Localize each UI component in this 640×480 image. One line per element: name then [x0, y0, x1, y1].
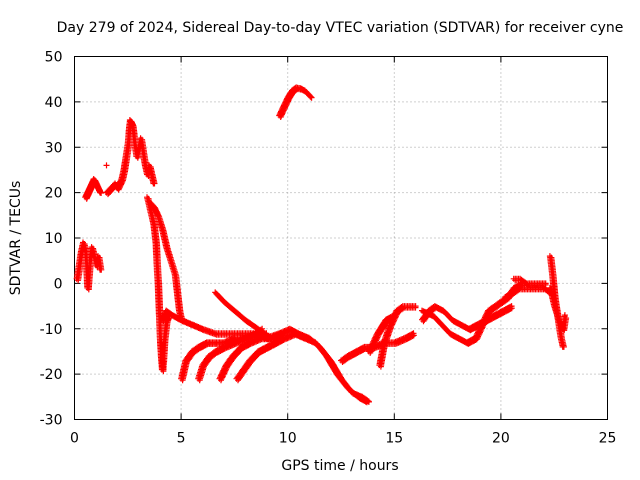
data-series-track-5 — [144, 194, 173, 375]
y-tick-label: -20 — [40, 367, 63, 383]
data-series-track-18 — [419, 280, 526, 347]
chart-title: Day 279 of 2024, Sidereal Day-to-day VTE… — [57, 20, 624, 36]
x-axis-label: GPS time / hours — [281, 458, 398, 474]
y-tick-label: 50 — [45, 50, 63, 66]
y-tick-label: -30 — [40, 413, 63, 429]
x-tick-label: 20 — [492, 431, 510, 447]
data-series-track-22 — [546, 284, 570, 334]
x-tick-label: 10 — [279, 431, 297, 447]
y-tick-label: 10 — [45, 231, 63, 247]
y-tick-label: 20 — [45, 186, 63, 202]
data-marks — [73, 84, 570, 406]
y-tick-label: 0 — [54, 276, 63, 292]
data-series-track-20 — [510, 275, 549, 288]
axis-ticks: 0 5 10 15 20 25 -30 -20 -10 0 10 20 30 40 50 — [40, 50, 617, 447]
y-tick-label: -10 — [40, 322, 63, 338]
y-tick-label: 30 — [45, 140, 63, 156]
data-series-track-13 — [276, 84, 315, 120]
x-tick-label: 15 — [385, 431, 403, 447]
y-axis-label: SDTVAR / TECUs — [8, 181, 24, 296]
data-series-track-4 — [103, 162, 110, 169]
x-tick-label: 0 — [70, 431, 79, 447]
data-series-track-6 — [146, 198, 186, 323]
x-tick-label: 25 — [599, 431, 617, 447]
data-series-track-1 — [73, 239, 105, 293]
data-series-track-12 — [212, 289, 370, 406]
data-series-track-11 — [233, 334, 287, 384]
data-series-track-16 — [365, 312, 398, 356]
data-series-track-2 — [82, 176, 105, 202]
data-series-track-3 — [103, 117, 158, 198]
data-series-track-9 — [195, 330, 270, 384]
x-tick-label: 5 — [177, 431, 186, 447]
y-tick-label: 40 — [45, 95, 63, 111]
